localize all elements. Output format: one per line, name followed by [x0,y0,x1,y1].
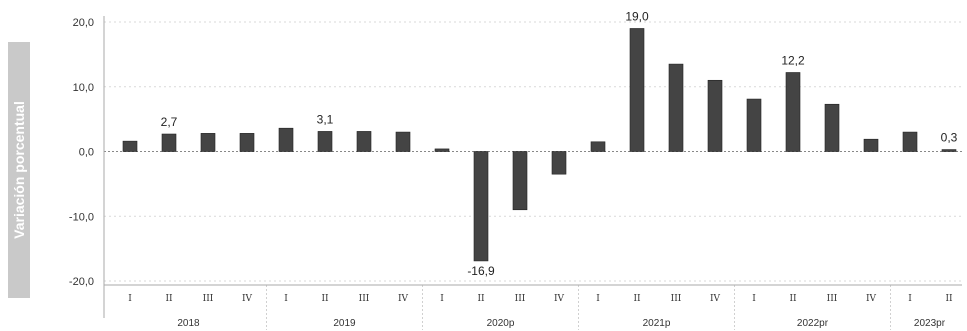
quarter-label: I [284,294,288,304]
y-tick-label: 20,0 [73,17,94,29]
data-label: 2,7 [161,115,178,129]
y-tick-label: 0,0 [79,147,94,159]
quarter-label: I [596,294,600,304]
bar [200,133,216,152]
bar [356,131,372,152]
bar [473,151,489,262]
data-label: -16,9 [467,264,495,278]
year-label: 2021p [643,318,671,329]
quarter-label: I [752,294,756,304]
quarter-label: IV [398,294,409,304]
y-tick-label: 10,0 [73,82,94,94]
y-ticks: 20,0 10,0 0,0 -10,0 -20,0 [69,17,94,288]
data-label: 19,0 [625,9,649,23]
data-label: 3,1 [317,112,334,126]
bar [941,149,957,152]
quarter-label: III [515,294,526,304]
bars [122,28,957,262]
year-label: 2022pr [797,318,829,329]
quarter-label: I [128,294,132,304]
bar [161,133,177,152]
year-label: 2020p [487,318,515,329]
quarter-label: II [165,294,173,304]
bar [395,131,411,152]
bar [629,28,645,152]
bar [434,148,450,152]
quarter-label: IV [866,294,877,304]
y-axis-label: Variación porcentual [11,101,27,239]
quarter-label: III [671,294,682,304]
bar [512,151,528,211]
quarter-label: III [827,294,838,304]
data-labels: 2,7 3,1 -16,9 19,0 12,2 0,3 [161,9,958,277]
data-label: 0,3 [941,131,958,145]
quarter-labels: I II III IV I II III IV I II III IV I II III IV I II III IV… [128,294,953,304]
bar [863,138,879,152]
quarter-label: II [633,294,641,304]
bar [239,133,255,152]
bar [551,151,567,175]
bar [824,103,840,152]
year-label: 2018 [177,318,200,329]
quarter-label: II [789,294,797,304]
quarter-label: IV [554,294,565,304]
quarter-label: III [203,294,214,304]
quarter-label: III [359,294,370,304]
bar [122,140,138,152]
quarter-label: IV [710,294,721,304]
gridlines [104,21,962,282]
quarter-label: II [945,294,953,304]
quarter-label: I [908,294,912,304]
quarter-label: IV [242,294,253,304]
quarter-label: II [321,294,329,304]
quarter-label: II [477,294,485,304]
bar [785,72,801,152]
year-label: 2019 [333,318,356,329]
y-tick-label: -20,0 [69,276,94,288]
bar [707,79,723,152]
year-labels: 2018 2019 2020p 2021p 2022pr 2023pr [177,318,945,329]
bar [278,127,294,152]
bar [902,131,918,152]
year-label: 2023pr [914,318,946,329]
bar [590,141,606,152]
bar [668,63,684,152]
bar [746,98,762,152]
group-separators [266,285,891,330]
y-tick-label: -10,0 [69,211,94,223]
data-label: 12,2 [781,54,805,68]
y-axis-label-box [8,42,30,298]
bar [317,131,333,152]
quarter-label: I [440,294,444,304]
